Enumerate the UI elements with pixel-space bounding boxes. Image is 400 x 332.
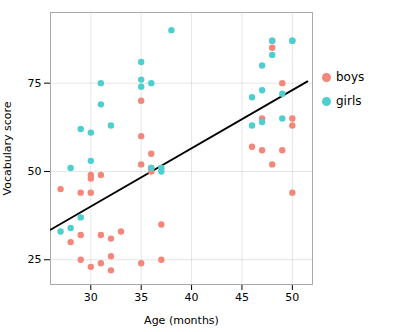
svg-text:30: 30 bbox=[84, 291, 98, 304]
svg-text:35: 35 bbox=[134, 291, 148, 304]
svg-text:75: 75 bbox=[28, 77, 42, 90]
svg-text:50: 50 bbox=[285, 291, 299, 304]
svg-text:50: 50 bbox=[28, 165, 42, 178]
svg-text:40: 40 bbox=[185, 291, 199, 304]
svg-text:45: 45 bbox=[235, 291, 249, 304]
svg-text:Vocabulary score: Vocabulary score bbox=[1, 101, 14, 195]
html-text:boys: boys bbox=[336, 70, 365, 84]
svg-text:25: 25 bbox=[28, 253, 42, 266]
svg-text:Age (months): Age (months) bbox=[144, 314, 219, 327]
html-text:girls: girls bbox=[336, 94, 362, 108]
